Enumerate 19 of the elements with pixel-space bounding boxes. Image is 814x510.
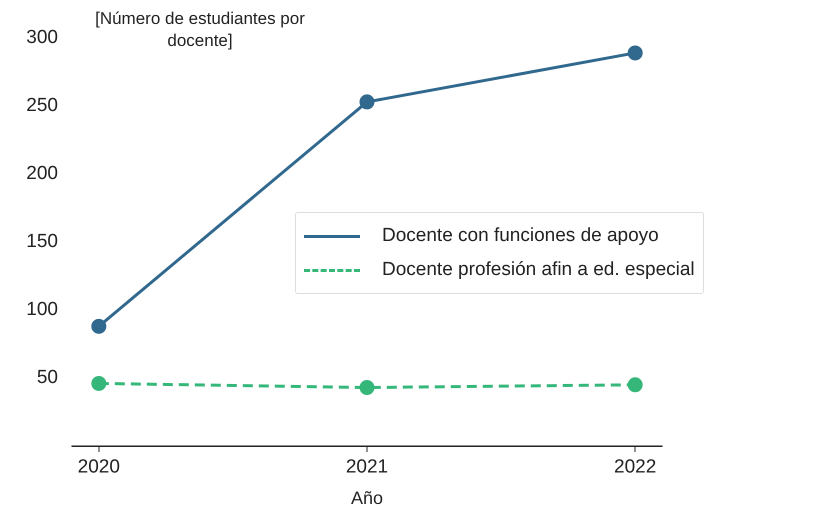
point <box>91 318 106 334</box>
y-tick-label: 50 <box>36 367 58 388</box>
point <box>91 376 106 391</box>
y-tick-label: 300 <box>26 27 58 48</box>
legend-label: Docente profesión afin a ed. especial <box>382 259 695 281</box>
point <box>628 377 643 392</box>
x-tick-label: 2022 <box>614 456 656 478</box>
point <box>360 94 374 110</box>
y-tick-label: 200 <box>26 163 58 184</box>
x-tick-label: 2021 <box>346 456 388 478</box>
y-tick-label: 100 <box>26 299 58 320</box>
y-tick-label: 150 <box>26 231 58 252</box>
y-tick-label: 250 <box>26 95 58 116</box>
legend-label: Docente con funciones de apoyo <box>382 225 659 247</box>
x-tick-label: 2020 <box>78 456 120 478</box>
x-axis-title: Año <box>350 488 384 508</box>
point <box>628 45 643 60</box>
point <box>360 380 374 396</box>
y-axis-title: [Número de estudiantes por docente] <box>94 8 306 52</box>
